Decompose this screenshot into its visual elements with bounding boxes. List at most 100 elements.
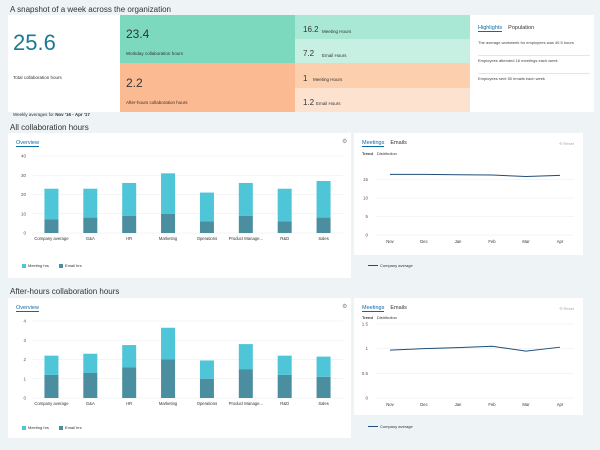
after-meeting-label: Meeting Hours xyxy=(313,77,343,82)
x-tick-label: Nov xyxy=(386,402,394,407)
y-tick-label: 15 xyxy=(363,177,369,182)
y-tick-label: 0 xyxy=(365,396,368,401)
reset-label: Reset xyxy=(563,306,574,311)
legend-email-label: Email hrs xyxy=(64,263,82,268)
x-tick-label: R&D xyxy=(280,236,289,241)
bar-segment xyxy=(316,217,331,233)
overview-panel-1: Overview ⚙ 0 10 20 30 40 Company average G&A HR… xyxy=(8,133,351,278)
bar-segment xyxy=(44,374,59,398)
x-tick-label: Marketing xyxy=(159,401,178,406)
y-tick-label: 2 xyxy=(23,357,26,362)
tab-population[interactable]: Population xyxy=(508,25,535,31)
tab-emails[interactable]: Emails xyxy=(390,140,407,146)
trend-legend-label: Company average xyxy=(380,263,413,268)
subtab-distribution[interactable]: Distribution xyxy=(376,315,397,320)
x-tick-label: Feb xyxy=(488,402,496,407)
x-tick-label: Jan xyxy=(455,402,462,407)
bar-segment xyxy=(161,173,176,214)
x-tick-label: Company average xyxy=(34,236,69,241)
trend-legend-2: Company average xyxy=(368,424,413,429)
x-tick-label: G&A xyxy=(86,236,95,241)
bar-segment xyxy=(44,188,59,220)
tab-meetings[interactable]: Meetings xyxy=(362,140,385,147)
trend-legend-1: Company average xyxy=(368,263,413,268)
x-tick-label: Company average xyxy=(34,401,69,406)
workday-email-value: 7.2 xyxy=(303,49,315,58)
workday-label: Workday collaboration hours xyxy=(126,51,183,56)
subtab-trend[interactable]: Trend xyxy=(362,315,373,320)
series-line xyxy=(389,345,561,352)
y-tick-label: 1 xyxy=(23,376,26,381)
bar-segment xyxy=(316,356,331,377)
y-tick-label: 3 xyxy=(23,338,26,343)
total-collab-tile: 25.6 Total collaboration hours Weekly av… xyxy=(8,15,120,117)
x-tick-label: Nov xyxy=(386,239,394,244)
after-meeting-tile: 1 Meeting Hours xyxy=(295,63,470,88)
overview-panel-2: Overview ⚙ 0 1 2 3 4 Company average G&A HR Mark… xyxy=(8,298,351,438)
workday-meeting-tile: 16.2 Meeting Hours xyxy=(295,15,470,39)
legend-email-label: Email hrs xyxy=(64,425,82,430)
bar-segment xyxy=(83,353,98,373)
y-tick-label: 10 xyxy=(363,196,369,201)
reset-button[interactable]: ⟲ Reset xyxy=(559,141,574,146)
line-chart-2: 0 0.5 1 1.5 Nov Dec Jan Feb Mar Apr xyxy=(362,322,574,407)
reset-label: Reset xyxy=(563,141,574,146)
bar-chart-1: 0 10 20 30 40 Company average G&A HR Marketing Op… xyxy=(21,154,343,241)
subtabs-2: Trend Distribution xyxy=(362,315,397,320)
tab-meetings[interactable]: Meetings xyxy=(362,305,385,312)
overview-tab-1[interactable]: Overview xyxy=(16,140,39,147)
legend-email: Email hrs xyxy=(58,425,82,430)
bar-segment xyxy=(277,355,292,375)
tab-emails[interactable]: Emails xyxy=(390,305,407,311)
subtab-distribution[interactable]: Distribution xyxy=(376,151,397,156)
bar-segment xyxy=(238,215,253,233)
tab-highlights[interactable]: Highlights xyxy=(478,25,503,32)
divider xyxy=(478,55,590,56)
x-tick-label: HR xyxy=(126,236,132,241)
y-tick-label: 0.5 xyxy=(362,371,369,376)
x-tick-label: HR xyxy=(126,401,132,406)
workday-email-label: Email Hours xyxy=(322,53,347,58)
workday-value: 23.4 xyxy=(126,27,150,41)
legend-line xyxy=(368,265,378,266)
trend-tabs-1: Meetings Emails xyxy=(362,140,407,147)
bar-legend-2: Meeting hrs Email hrs xyxy=(22,425,82,430)
reset-button[interactable]: ⟲ Reset xyxy=(559,306,574,311)
x-tick-label: Dec xyxy=(420,239,427,244)
legend-meeting-label: Meeting hrs xyxy=(28,263,49,268)
overview-tab-2[interactable]: Overview xyxy=(16,305,39,312)
y-tick-label: 4 xyxy=(23,319,26,324)
highlight-item: The average workweek for employees was 4… xyxy=(478,40,574,45)
bar-segment xyxy=(277,221,292,233)
total-collab-value: 25.6 xyxy=(13,30,56,55)
y-tick-label: 20 xyxy=(21,192,27,197)
subtab-trend[interactable]: Trend xyxy=(362,151,373,156)
y-tick-label: 1 xyxy=(365,346,368,351)
bar-segment xyxy=(277,374,292,398)
trend-tabs-2: Meetings Emails xyxy=(362,305,407,312)
x-tick-label: Mar xyxy=(522,239,530,244)
weekly-averages-prefix: Weekly averages for xyxy=(13,112,56,117)
bar-segment xyxy=(161,327,176,360)
bar-segment xyxy=(83,372,98,398)
workday-email-tile: 7.2 Email Hours xyxy=(295,39,470,63)
y-tick-label: 0 xyxy=(365,233,368,238)
bar-segment xyxy=(122,215,137,233)
settings-icon[interactable]: ⚙ xyxy=(342,304,348,310)
x-tick-label: R&D xyxy=(280,401,289,406)
bar-segment xyxy=(199,192,214,222)
bar-segment xyxy=(199,360,214,379)
bar-segment xyxy=(238,369,253,398)
x-tick-label: Operations xyxy=(197,236,217,241)
bar-segment xyxy=(161,213,176,233)
y-tick-label: 5 xyxy=(365,214,368,219)
legend-meeting-label: Meeting hrs xyxy=(28,425,49,430)
weekly-averages: Weekly averages for Nov '16 - Apr '17 xyxy=(13,112,90,117)
after-hours-tile: 2.2 After-hours collaboration hours xyxy=(120,63,295,112)
after-meeting-value: 1 xyxy=(303,74,308,83)
bar-segment xyxy=(199,221,214,233)
settings-icon[interactable]: ⚙ xyxy=(342,139,348,145)
after-email-value: 1.2 xyxy=(303,98,315,107)
after-email-label: Email Hours xyxy=(316,101,341,106)
divider xyxy=(478,73,590,74)
